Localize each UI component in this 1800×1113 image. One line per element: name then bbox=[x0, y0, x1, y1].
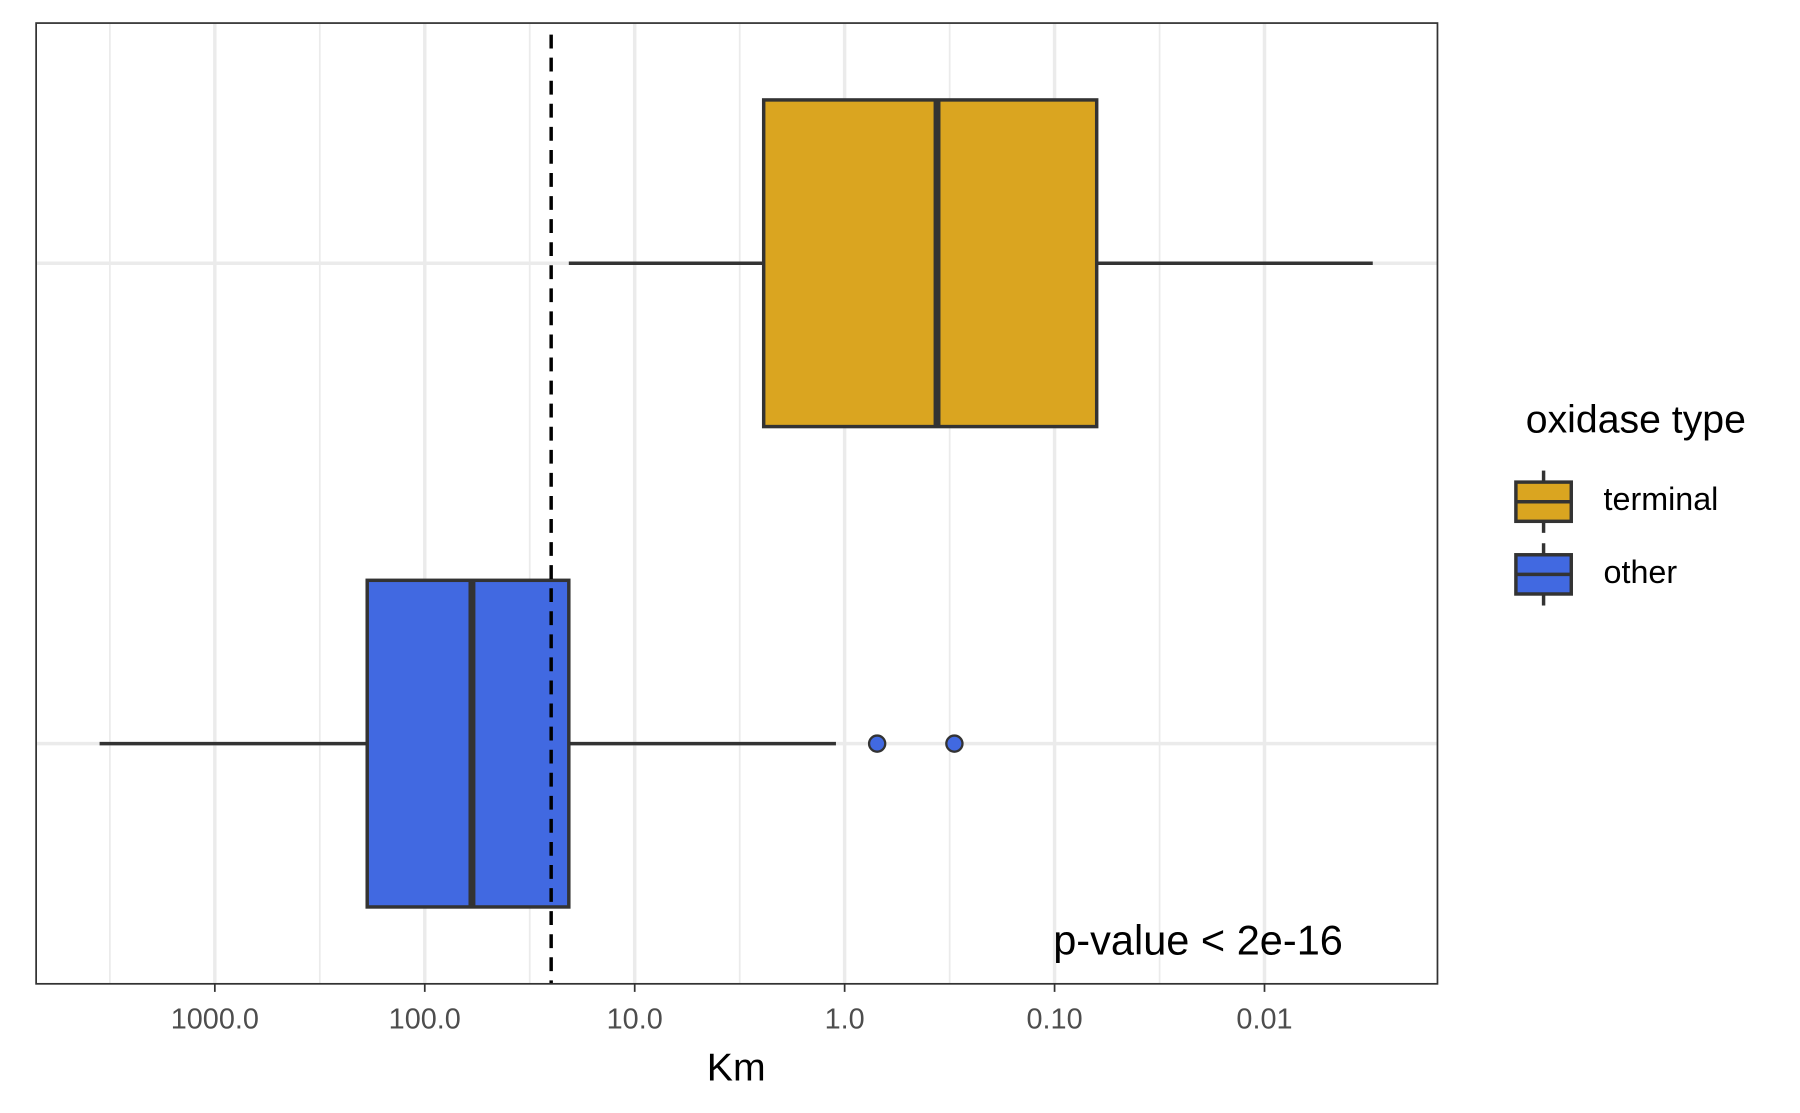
x-tick-label: 100.0 bbox=[389, 1003, 461, 1035]
panel-border bbox=[35, 22, 1439, 985]
legend-label: other bbox=[1604, 554, 1678, 590]
x-tick-label: 0.01 bbox=[1236, 1003, 1292, 1035]
legend-label: terminal bbox=[1604, 481, 1719, 517]
x-tick-label: 0.10 bbox=[1027, 1003, 1083, 1035]
legend-title: oxidase type bbox=[1526, 398, 1746, 441]
x-tick-label: 1.0 bbox=[825, 1003, 865, 1035]
annotation: p-value < 2e-16 bbox=[1053, 916, 1343, 963]
box bbox=[365, 578, 571, 909]
x-axis-label: Km bbox=[707, 1047, 766, 1090]
outlier bbox=[945, 734, 964, 753]
outlier bbox=[867, 734, 887, 753]
x-tick-label: 1000.0 bbox=[171, 1003, 259, 1035]
x-tick-label: 10.0 bbox=[607, 1003, 663, 1035]
box bbox=[761, 98, 1099, 429]
